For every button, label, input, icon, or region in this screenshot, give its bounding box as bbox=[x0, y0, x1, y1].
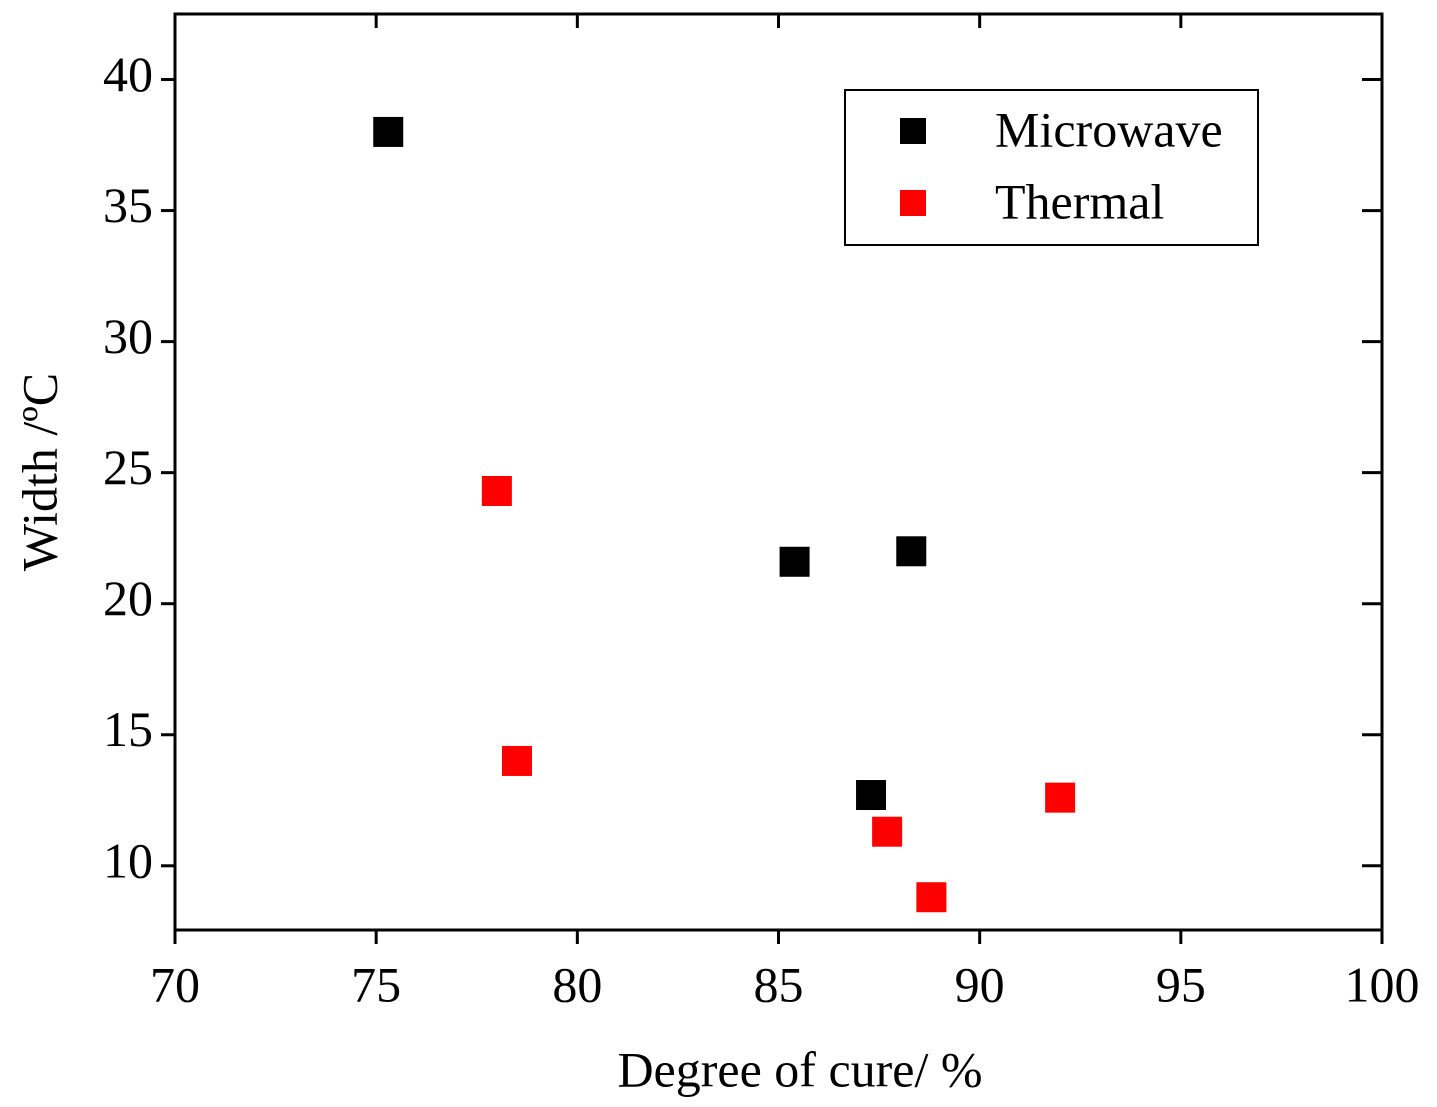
y-tick-label: 40 bbox=[103, 46, 153, 102]
x-tick-label: 90 bbox=[955, 956, 1005, 1012]
y-axis-label: Width /ºC bbox=[11, 373, 67, 571]
point bbox=[896, 536, 927, 567]
point bbox=[872, 816, 903, 847]
legend-marker bbox=[900, 118, 926, 144]
y-tick-label: 30 bbox=[103, 308, 153, 364]
y-tick-label: 35 bbox=[103, 177, 153, 233]
y-tick-label: 15 bbox=[103, 701, 153, 757]
y-tick-label: 20 bbox=[103, 570, 153, 626]
point bbox=[916, 882, 947, 913]
legend-marker bbox=[900, 190, 926, 216]
x-tick-label: 85 bbox=[754, 956, 804, 1012]
y-tick-label: 10 bbox=[103, 832, 153, 888]
legend-box bbox=[844, 89, 1259, 246]
x-tick-label: 100 bbox=[1345, 956, 1420, 1012]
point bbox=[856, 780, 887, 811]
x-tick-label: 75 bbox=[351, 956, 401, 1012]
point bbox=[481, 476, 512, 507]
point bbox=[779, 546, 810, 577]
point bbox=[373, 116, 404, 147]
point bbox=[1045, 782, 1076, 813]
x-tick-label: 70 bbox=[150, 956, 200, 1012]
legend-text: Microwave bbox=[995, 101, 1223, 157]
point bbox=[501, 745, 532, 776]
legend-text: Thermal bbox=[995, 173, 1164, 229]
y-tick-label: 25 bbox=[103, 439, 153, 495]
x-tick-label: 95 bbox=[1156, 956, 1206, 1012]
x-axis-label: Degree of cure/ % bbox=[617, 1041, 982, 1097]
x-tick-label: 80 bbox=[552, 956, 602, 1012]
